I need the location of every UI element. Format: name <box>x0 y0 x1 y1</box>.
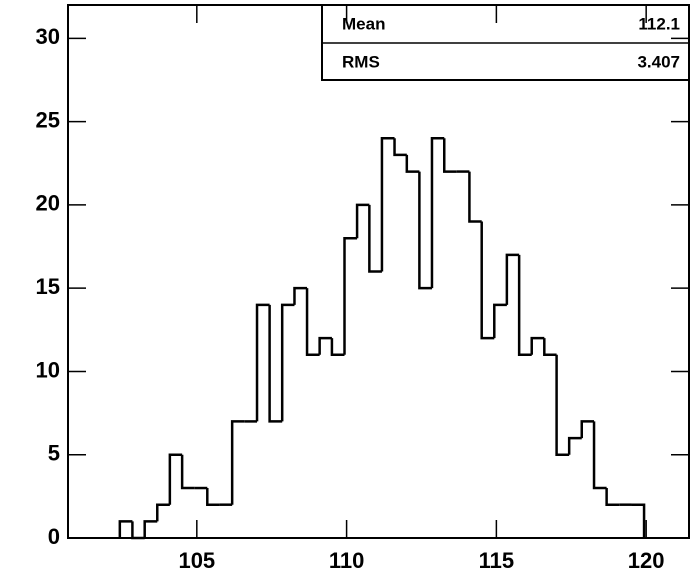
histogram-bin <box>555 354 570 456</box>
histogram-bin <box>343 236 358 355</box>
histogram-bin <box>268 304 283 423</box>
histogram-bin <box>468 171 482 223</box>
histogram-bin <box>418 171 432 290</box>
histogram-bin <box>330 338 345 357</box>
histogram-bin <box>118 520 133 538</box>
y-tick-label: 10 <box>36 357 60 382</box>
stats-label: Mean <box>342 14 385 33</box>
histogram-bin <box>255 303 270 422</box>
histogram-bin <box>380 137 395 272</box>
y-tick-label: 5 <box>48 441 60 466</box>
histogram-bin <box>180 454 195 490</box>
y-tick-label: 25 <box>36 107 60 132</box>
histogram-bin <box>605 488 620 506</box>
histogram-bin <box>493 303 507 339</box>
histogram-bin <box>230 420 245 505</box>
histogram-bin <box>430 137 445 289</box>
y-tick-label: 20 <box>36 191 60 216</box>
histogram-bin <box>631 503 646 538</box>
histogram-bin <box>206 488 220 506</box>
y-tick-label: 15 <box>36 274 60 299</box>
stats-value: 3.407 <box>637 52 680 71</box>
histogram-bin <box>393 138 407 157</box>
histogram-bin <box>280 303 295 422</box>
histogram-bin <box>143 520 158 538</box>
histogram-bin <box>567 436 582 455</box>
histogram-bin <box>156 503 170 522</box>
x-tick-label: 115 <box>479 548 515 573</box>
histogram-bin <box>530 336 545 355</box>
x-tick-label: 105 <box>178 548 215 573</box>
y-tick-label: 30 <box>36 24 60 49</box>
histogram-bin <box>293 286 308 305</box>
stats-box: Mean 112.1 RMS 3.407 <box>321 4 690 81</box>
histogram-bin <box>131 521 145 540</box>
histogram-bin <box>305 288 320 357</box>
stats-value: 112.1 <box>638 14 680 33</box>
histogram-bin <box>505 253 520 305</box>
histogram-bin <box>443 138 457 173</box>
histogram-bin <box>592 421 607 490</box>
stats-label: RMS <box>342 52 380 71</box>
histogram-bin <box>580 420 595 439</box>
histogram-bin <box>318 336 332 355</box>
histogram-bin <box>517 254 532 357</box>
histogram-bin <box>543 338 557 357</box>
histogram-bin <box>168 453 183 505</box>
histogram-bin <box>480 221 495 340</box>
histogram-bin <box>405 154 420 173</box>
histogram-bin <box>368 204 382 273</box>
histogram-bin <box>355 203 370 239</box>
y-tick-label: 0 <box>48 524 60 549</box>
x-tick-label: 110 <box>329 548 365 573</box>
x-tick-label: 120 <box>628 548 665 573</box>
